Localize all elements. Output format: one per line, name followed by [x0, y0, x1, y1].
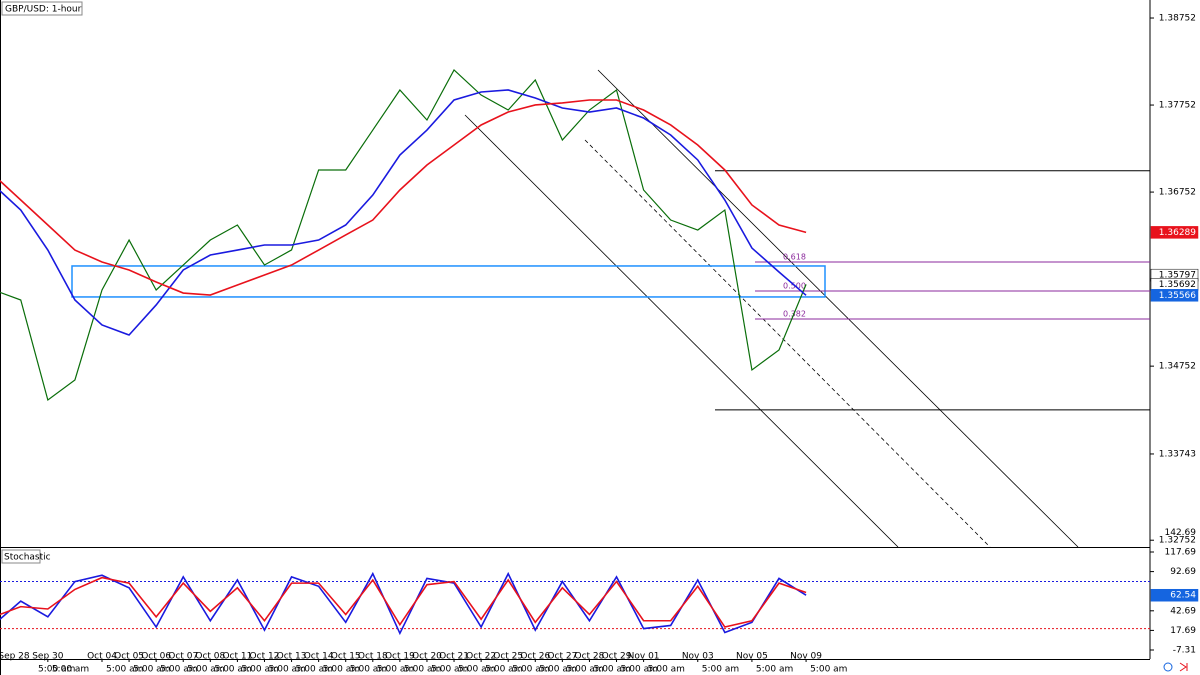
- x-session-label: 5:00 am: [404, 665, 441, 675]
- x-session-label: 5:00 am: [485, 665, 522, 675]
- x-tick-label: Nov 05: [736, 652, 768, 662]
- x-session-label: 5:00 am: [38, 665, 75, 675]
- channel-lines: [464, 69, 1079, 548]
- x-tick-label: Oct 22: [466, 652, 496, 662]
- x-session-label: 5:00 am: [566, 665, 603, 675]
- x-tick-label: Nov 09: [790, 652, 822, 662]
- x-tick-label: Oct 26: [520, 652, 550, 662]
- y-tick-label: 1.37752: [1159, 101, 1196, 111]
- x-session-label: 5:00 am: [106, 665, 143, 675]
- x-tick-label: Oct 08: [195, 652, 225, 662]
- series-line: [0, 99, 807, 296]
- x-session-label: 5:00 am: [539, 665, 576, 675]
- price-marker-label: 1.35566: [1159, 291, 1196, 301]
- x-session-label: 5:00 am: [52, 665, 89, 675]
- x-tick-label: Oct 14: [304, 652, 334, 662]
- x-session-label: 5:00 am: [323, 665, 360, 675]
- x-tick-label: Oct 12: [250, 652, 280, 662]
- x-session-label: 5:00 am: [296, 665, 333, 675]
- x-session-label: 5:00 am: [810, 665, 847, 675]
- x-session-label: 5:00 am: [241, 665, 278, 675]
- x-session-label: 5:00 am: [377, 665, 414, 675]
- x-tick-label: Nov 03: [682, 652, 714, 662]
- y-tick-label: 1.38752: [1159, 14, 1196, 24]
- price-marker: [1150, 289, 1199, 302]
- icon[interactable]: [1179, 662, 1188, 672]
- x-tick-label: Oct 13: [277, 652, 307, 662]
- y-tick-label: 1.33743: [1159, 449, 1196, 459]
- x-tick-label: Oct 04: [87, 652, 117, 662]
- x-session-label: 5:00 am: [160, 665, 197, 675]
- x-session-label: 5:00 am: [702, 665, 739, 675]
- y-tick-label: 117.69: [1165, 548, 1197, 558]
- panel-title: Stochastic: [4, 553, 51, 563]
- x-tick-label: Nov 01: [628, 652, 660, 662]
- x-session-label: 5:00 am: [593, 665, 630, 675]
- x-session-label: 5:00 am: [350, 665, 387, 675]
- x-session-label: 5:00 am: [648, 665, 685, 675]
- channel-line: [464, 114, 899, 548]
- x-tick-label: Oct 19: [385, 652, 415, 662]
- y-tick-label: 92.69: [1170, 567, 1196, 577]
- icon[interactable]: [1163, 662, 1173, 672]
- x-tick-label: Oct 05: [114, 652, 144, 662]
- y-tick-label: 1.32752: [1159, 536, 1196, 546]
- price-marker-label: 1.35692: [1159, 280, 1196, 290]
- y-tick-label: 42.69: [1170, 606, 1196, 616]
- x-tick-label: Oct 29: [602, 652, 632, 662]
- y-tick-label: 142.69: [1165, 528, 1197, 538]
- x-tick-label: Sep 28: [0, 652, 30, 662]
- fib-label: 0.618: [783, 252, 806, 261]
- chart-title: GBP/USD: 1-hour: [5, 5, 82, 15]
- y-tick-label: 1.34752: [1159, 362, 1196, 372]
- series-line: [0, 571, 807, 636]
- y-tick-label: 17.69: [1170, 626, 1196, 636]
- channel-midline: [584, 139, 991, 548]
- x-session-label: 5:00 am: [431, 665, 468, 675]
- price-marker: [1150, 226, 1199, 239]
- x-tick-label: Oct 18: [358, 652, 388, 662]
- x-tick-label: Oct 07: [168, 652, 198, 662]
- x-tick-label: Oct 15: [331, 652, 361, 662]
- price-marker: [1150, 588, 1199, 602]
- x-session-label: 5:00 am: [214, 665, 251, 675]
- y-tick-label: 1.36752: [1159, 188, 1196, 198]
- channel-line: [597, 69, 1079, 548]
- title-box: [1, 549, 41, 564]
- price-marker-label: 62.54: [1170, 591, 1196, 601]
- x-session-label: 5:00 am: [458, 665, 495, 675]
- x-tick-label: Oct 27: [547, 652, 577, 662]
- x-tick-label: Oct 11: [222, 652, 252, 662]
- price-marker-label: 1.36289: [1159, 228, 1196, 238]
- x-session-label: 5:00 am: [187, 665, 224, 675]
- x-session-label: 5:00 am: [268, 665, 305, 675]
- x-session-label: 5:00 am: [133, 665, 170, 675]
- support-zone: [71, 265, 826, 298]
- title-box: [1, 1, 83, 16]
- x-tick-label: Oct 28: [575, 652, 605, 662]
- x-tick-label: Oct 20: [412, 652, 442, 662]
- x-session-label: 5:00 am: [621, 665, 658, 675]
- x-tick-label: Oct 25: [493, 652, 523, 662]
- series-line: [0, 576, 807, 628]
- x-session-label: 5:00 am: [512, 665, 549, 675]
- x-tick-label: Sep 30: [32, 652, 64, 662]
- toolbar-icons[interactable]: [1163, 662, 1188, 672]
- x-tick-label: Oct 06: [141, 652, 171, 662]
- x-tick-label: Oct 21: [439, 652, 469, 662]
- series-line: [0, 89, 807, 336]
- y-tick-label: -7.31: [1173, 646, 1196, 656]
- price-marker-label: 1.35797: [1159, 271, 1196, 281]
- series-line: [0, 69, 807, 402]
- x-session-label: 5:00 am: [756, 665, 793, 675]
